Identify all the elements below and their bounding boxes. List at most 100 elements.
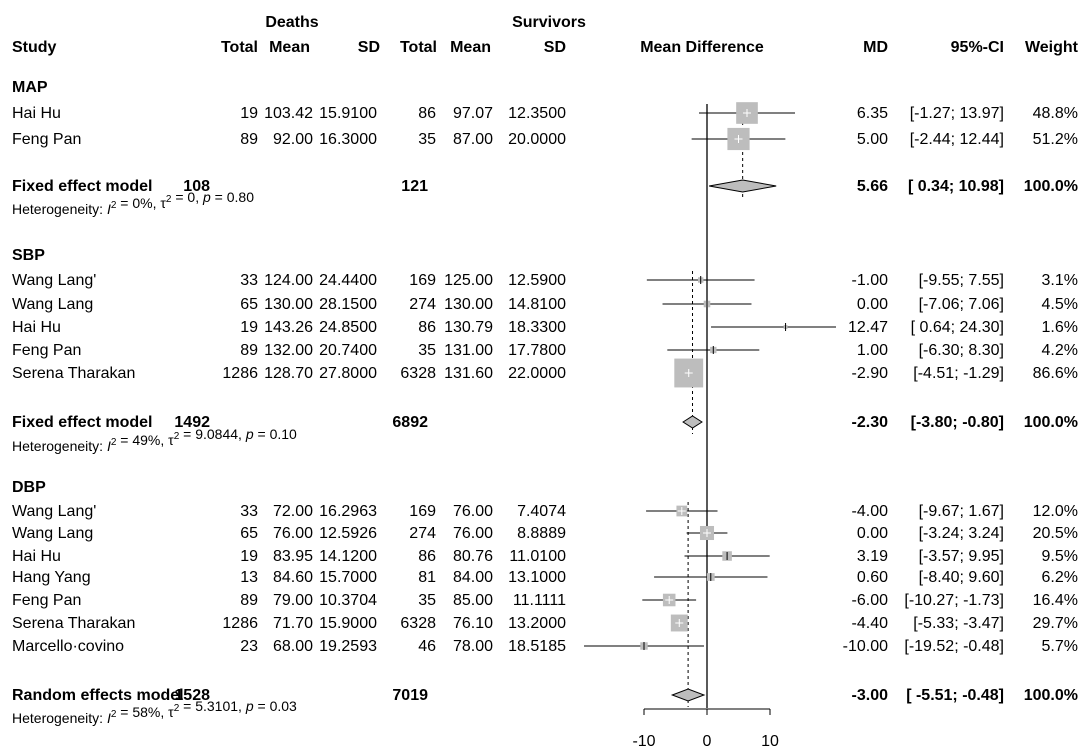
ci-value: [-10.27; -1.73] (904, 592, 1004, 609)
weight-value: 9.5% (1042, 548, 1078, 565)
study-row: Hai Hu 19 83.95 14.1200 86 80.76 11.0100 3.19 [-… (12, 548, 1078, 565)
survivors-mean: 130.79 (444, 319, 493, 336)
pooled-survivors-total: 7019 (392, 687, 428, 704)
deaths-mean: 132.00 (264, 342, 313, 359)
survivors-total: 86 (418, 105, 436, 122)
weight-value: 4.2% (1042, 342, 1078, 359)
survivors-sd: 12.5900 (508, 272, 566, 289)
pooled-row: Fixed effect model 1492 6892 -2.30 [-3.80; -… (12, 414, 1078, 431)
survivors-total: 274 (409, 296, 436, 313)
deaths-sd: 20.7400 (319, 342, 377, 359)
deaths-total: 65 (240, 296, 258, 313)
md-value: 0.00 (857, 525, 888, 542)
deaths-total: 1286 (222, 615, 258, 632)
survivors-sd: 8.8889 (517, 525, 566, 542)
deaths-mean: 71.70 (273, 615, 313, 632)
deaths-mean: 103.42 (264, 105, 313, 122)
header: Deaths Survivors Study Total Mean SD Tot… (12, 14, 1079, 56)
weight-value: 6.2% (1042, 569, 1078, 586)
survivors-total: 86 (418, 319, 436, 336)
md-value: -2.90 (852, 365, 889, 382)
deaths-mean: 130.00 (264, 296, 313, 313)
pooled-survivors-total: 121 (401, 178, 428, 195)
col-survivors-sd: SD (544, 39, 566, 56)
md-value: -4.00 (852, 503, 889, 520)
pooled-ci: [-3.80; -0.80] (911, 414, 1004, 431)
ci-value: [ 0.64; 24.30] (911, 319, 1004, 336)
survivors-total: 35 (418, 342, 436, 359)
deaths-total: 23 (240, 638, 258, 655)
deaths-sd: 10.3704 (319, 592, 377, 609)
md-value: 0.00 (857, 296, 888, 313)
col-survivors-mean: Mean (450, 39, 491, 56)
survivors-header: Survivors (512, 14, 586, 31)
survivors-sd: 13.2000 (508, 615, 566, 632)
pooled-weight: 100.0% (1024, 687, 1078, 704)
pooled-deaths-total: 1492 (174, 414, 210, 431)
heterogeneity-text: Heterogeneity: I2 = 58%, τ2 = 5.3101, p … (12, 698, 297, 726)
pooled-md: -3.00 (852, 687, 889, 704)
x-tick-label: -10 (632, 733, 655, 750)
deaths-mean: 83.95 (273, 548, 313, 565)
md-value: 3.19 (857, 548, 888, 565)
deaths-mean: 68.00 (273, 638, 313, 655)
study-name: Wang Lang (12, 296, 93, 313)
deaths-sd: 24.8500 (319, 319, 377, 336)
subgroup-map: MAP Hai Hu 19 103.42 15.9100 86 97.07 12.3500 6.… (12, 79, 1078, 217)
survivors-sd: 17.7800 (508, 342, 566, 359)
md-value: 0.60 (857, 569, 888, 586)
survivors-mean: 85.00 (453, 592, 493, 609)
ci-value: [-7.06; 7.06] (919, 296, 1004, 313)
md-value: 5.00 (857, 131, 888, 148)
survivors-total: 46 (418, 638, 436, 655)
subgroup-label: MAP (12, 79, 48, 96)
ci-value: [-5.33; -3.47] (913, 615, 1004, 632)
survivors-mean: 76.00 (453, 525, 493, 542)
subgroup-dbp: DBP Wang Lang' 33 72.00 16.2963 169 76.00 7.407… (12, 479, 1078, 726)
survivors-mean: 76.10 (453, 615, 493, 632)
col-ci: 95%-CI (951, 39, 1004, 56)
survivors-sd: 14.8100 (508, 296, 566, 313)
study-row: Wang Lang' 33 124.00 24.4400 169 125.00 12.590… (12, 272, 1078, 289)
subgroup-sbp: SBP Wang Lang' 33 124.00 24.4400 169 125.00 12.… (12, 247, 1078, 454)
weight-value: 48.8% (1033, 105, 1078, 122)
survivors-mean: 76.00 (453, 503, 493, 520)
weight-value: 16.4% (1033, 592, 1078, 609)
deaths-total: 89 (240, 592, 258, 609)
ci-value: [-8.40; 9.60] (919, 569, 1004, 586)
weight-value: 20.5% (1033, 525, 1078, 542)
survivors-sd: 11.0100 (509, 548, 566, 565)
survivors-mean: 131.60 (444, 365, 493, 382)
deaths-sd: 14.1200 (319, 548, 377, 565)
col-deaths-total: Total (221, 39, 258, 56)
survivors-total: 6328 (400, 615, 436, 632)
pooled-diamond (670, 688, 706, 702)
survivors-total: 81 (418, 569, 436, 586)
study-name: Feng Pan (12, 131, 81, 148)
pooled-label: Fixed effect model (12, 414, 152, 431)
survivors-sd: 18.5185 (508, 638, 566, 655)
study-row: Hang Yang 13 84.60 15.7000 81 84.00 13.1000 0.6… (12, 569, 1078, 586)
deaths-sd: 16.3000 (319, 131, 377, 148)
deaths-mean: 79.00 (273, 592, 313, 609)
survivors-total: 35 (418, 592, 436, 609)
deaths-sd: 19.2593 (319, 638, 377, 655)
deaths-total: 19 (240, 105, 258, 122)
col-study: Study (12, 39, 57, 56)
survivors-mean: 131.00 (444, 342, 493, 359)
weight-value: 86.6% (1033, 365, 1078, 382)
heterogeneity-text: Heterogeneity: I2 = 0%, τ2 = 0, p = 0.80 (12, 189, 254, 217)
md-value: -6.00 (852, 592, 889, 609)
col-survivors-total: Total (400, 39, 437, 56)
study-row: Wang Lang 65 130.00 28.1500 274 130.00 14.8100… (12, 296, 1078, 313)
pooled-diamond (709, 179, 777, 193)
weight-value: 4.5% (1042, 296, 1078, 313)
survivors-total: 274 (409, 525, 436, 542)
col-mean-difference: Mean Difference (640, 39, 764, 56)
survivors-mean: 130.00 (444, 296, 493, 313)
survivors-sd: 18.3300 (508, 319, 566, 336)
col-weight: Weight (1025, 39, 1079, 56)
study-row: Wang Lang' 33 72.00 16.2963 169 76.00 7.4074 -4… (12, 503, 1078, 520)
survivors-sd: 11.1111 (513, 592, 566, 609)
